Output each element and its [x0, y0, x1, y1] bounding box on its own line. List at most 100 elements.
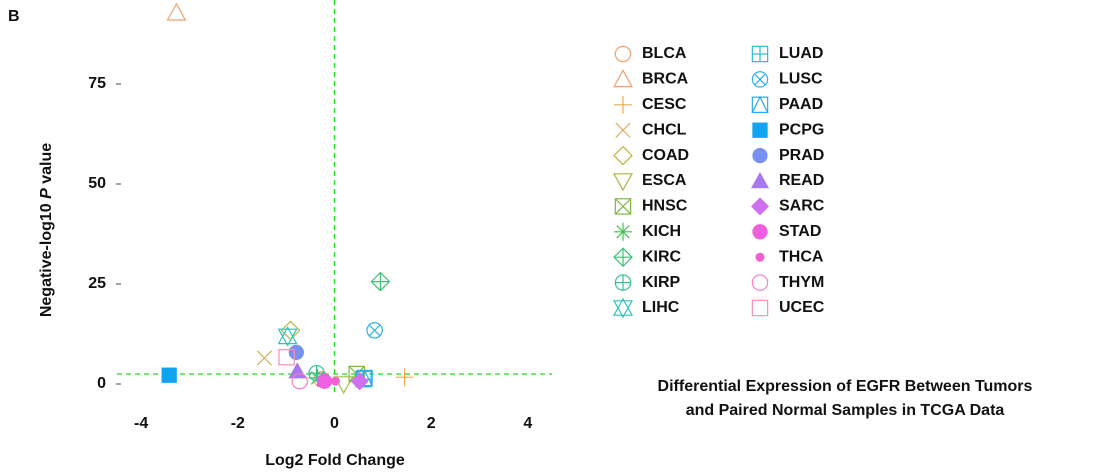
marker-part: [751, 96, 769, 114]
panel-label: B: [8, 8, 20, 25]
marker-part: [161, 367, 177, 383]
marker-part: [612, 69, 634, 88]
legend-marker: [612, 173, 634, 192]
legend-marker: [755, 252, 765, 262]
legend-label: KICH: [642, 223, 681, 240]
legend-label: ESCA: [642, 172, 687, 189]
legend-marker: [751, 274, 769, 291]
marker-part: [277, 326, 298, 345]
marker-part: [288, 344, 304, 361]
legend-marker: [751, 71, 769, 88]
legend-label: SARC: [779, 198, 825, 215]
point: [316, 373, 332, 389]
marker-part: [612, 173, 634, 192]
x-tick-label: -2: [231, 415, 245, 432]
x-tick-label: 4: [523, 415, 532, 432]
legend-marker: [613, 247, 633, 268]
y-tick-label: 50: [88, 175, 106, 192]
legend-label: LIHC: [642, 299, 680, 316]
legend-marker: [614, 198, 632, 215]
point: [277, 326, 298, 347]
legend-label: THYM: [779, 274, 824, 291]
marker-part: [291, 372, 308, 390]
marker-part: [166, 2, 187, 21]
legend-label: CHCL: [642, 121, 687, 138]
chart-title: and Paired Normal Samples in TCGA Data: [686, 402, 1005, 419]
legend-marker: [751, 299, 769, 317]
point: [308, 364, 325, 382]
legend-marker: [751, 197, 769, 216]
point: [161, 367, 177, 383]
legend-label: CESC: [642, 96, 687, 113]
legend-label: KIRC: [642, 248, 682, 265]
marker-part: [751, 274, 769, 291]
y-axis-label-part: Negative-log10: [38, 199, 55, 317]
y-axis-label-part: value: [38, 143, 55, 188]
point: [333, 376, 354, 395]
marker-part: [614, 198, 632, 215]
legend-label: KIRP: [642, 274, 681, 291]
legend-label: PAAD: [779, 96, 823, 113]
x-tick-label: 2: [427, 415, 436, 432]
legend-marker: [614, 222, 632, 241]
point: [395, 368, 414, 387]
legend-label: PRAD: [779, 147, 824, 164]
point: [370, 271, 391, 292]
x-axis-label: Log2 Fold Change: [265, 452, 405, 469]
y-tick-label: 75: [88, 75, 106, 92]
legend-label: LUAD: [779, 45, 823, 62]
marker-part: [616, 225, 630, 239]
legend-marker: [612, 297, 634, 319]
legend-marker: [751, 172, 769, 189]
y-tick-label: 0: [97, 375, 106, 392]
x-tick-label: 0: [330, 415, 339, 432]
marker-part: [752, 122, 768, 138]
legend-marker: [615, 122, 631, 138]
legend-label: HNSC: [642, 198, 688, 215]
marker-part: [751, 71, 769, 88]
legend-label: UCEC: [779, 299, 825, 316]
point: [350, 372, 369, 391]
marker-part: [330, 376, 340, 386]
legend-label: COAD: [642, 147, 689, 164]
legend-marker: [751, 95, 769, 114]
legend-marker: [752, 122, 768, 138]
marker-part: [613, 145, 633, 166]
y-axis-label: Negative-log10 P value: [38, 143, 55, 317]
marker-part: [368, 324, 381, 337]
marker-part: [755, 252, 765, 262]
legend-marker: [752, 147, 768, 164]
marker-part: [280, 320, 301, 341]
legend-label: LUSC: [779, 71, 823, 88]
marker-part: [751, 172, 769, 189]
chart-title: Differential Expression of EGFR Between …: [658, 378, 1033, 395]
marker-part: [751, 299, 769, 317]
x-tick-label: -4: [134, 415, 148, 432]
y-axis-label-part: P: [38, 188, 55, 199]
marker-part: [612, 300, 634, 319]
y-tick-label: 25: [88, 275, 106, 292]
marker-part: [350, 372, 369, 391]
legend-marker: [614, 95, 632, 114]
marker-part: [278, 348, 295, 366]
marker-part: [614, 45, 632, 63]
point: [278, 348, 295, 366]
marker-part: [615, 122, 631, 138]
marker-part: [333, 376, 354, 395]
marker-part: [316, 373, 332, 389]
marker-part: [754, 73, 766, 86]
legend-marker: [751, 45, 769, 63]
legend-marker: [612, 69, 634, 88]
point: [366, 322, 383, 339]
legend-marker: [613, 145, 633, 166]
marker-part: [612, 297, 634, 316]
legend-label: PCPG: [779, 121, 824, 138]
legend-label: STAD: [779, 223, 821, 240]
legend-label: READ: [779, 172, 824, 189]
legend-label: BRCA: [642, 71, 689, 88]
point: [288, 344, 304, 361]
point: [166, 2, 187, 21]
point: [291, 372, 308, 390]
point: [280, 320, 301, 341]
